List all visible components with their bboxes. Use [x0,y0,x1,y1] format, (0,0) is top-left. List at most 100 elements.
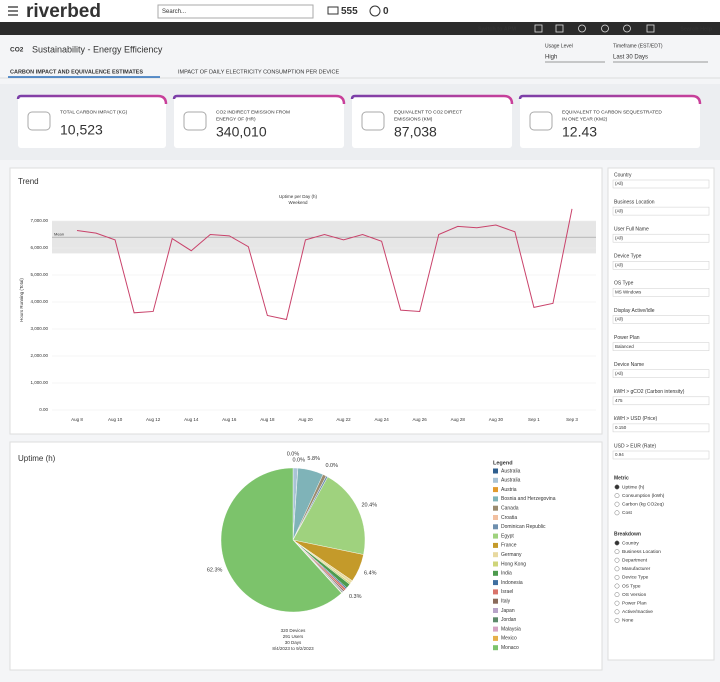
radio-label[interactable]: OS Version [622,592,647,598]
alert-count[interactable]: 555 [341,6,358,17]
radio-label[interactable]: Manufacturer [622,566,651,572]
filter-value[interactable]: MS Windows [615,290,642,295]
kpi-label: IN ONE YEAR (KM2) [562,116,608,122]
pie-slice [292,476,366,555]
radio[interactable] [614,501,620,507]
filter-label: Device Name [614,362,644,368]
radio[interactable] [614,609,620,615]
radio-label[interactable]: Carbon (kg CO2eq) [622,501,664,507]
filter-input[interactable] [612,342,710,351]
monitor-icon[interactable] [327,6,339,15]
legend-label: Italy [501,599,511,605]
data-label: 0.0% [325,463,338,469]
tab[interactable]: CARBON IMPACT AND EQUIVALENCE ESTIMATES [10,69,143,75]
radio-label[interactable]: Country [622,540,639,546]
x-tick-label: Aug 10 [108,417,123,422]
legend-swatch [493,524,498,530]
radio[interactable] [614,583,620,589]
radio-label[interactable]: Consumption (kWh) [622,493,665,499]
x-tick-label: Aug 12 [146,417,161,422]
kpi-value: 87,038 [394,124,437,140]
radio-label[interactable]: Business Location [622,549,661,555]
dropdown-value[interactable]: High [545,55,557,61]
filter-value[interactable]: (All) [615,235,623,240]
radio-label[interactable]: Active/Inactive [622,609,653,615]
filter-label: USD > EUR (Rate) [614,443,656,449]
filter-value[interactable]: (All) [615,208,623,213]
radio-label[interactable]: None [622,618,634,624]
search-help[interactable]: Search Help [680,26,712,32]
legend-label: Hong Kong [501,561,526,567]
radio[interactable] [614,600,620,606]
filter-value[interactable]: 0.150 [615,425,627,430]
radio[interactable] [614,540,620,546]
tab[interactable]: IMPACT OF DAILY ELECTRICITY CONSUMPTION … [178,69,339,75]
pie-note: 320 Devices [281,628,307,633]
menu-icon[interactable] [8,6,18,16]
legend-swatch [493,552,498,558]
legend-swatch [493,515,498,520]
kpi-card [18,96,166,148]
filter-value[interactable]: 475 [615,398,623,403]
x-tick-label: Aug 26 [413,417,428,422]
data-label: 62.3% [207,568,223,574]
radio-label[interactable]: Device Type [622,575,649,581]
kpi-value: 12.43 [562,124,597,140]
filter-input[interactable] [612,396,710,406]
radio[interactable] [614,566,620,572]
filter-input[interactable] [612,369,710,378]
radio[interactable] [614,592,620,598]
y-tick-label: 6,000.00 [30,245,48,250]
radio[interactable] [614,557,620,563]
annotation: Uptime per Day (h) [279,194,318,199]
filter-value[interactable]: Balanced [615,344,634,349]
legend-swatch [493,608,498,613]
filter-value[interactable]: (All) [615,317,623,322]
filter-value[interactable]: 0.94 [615,452,624,457]
kpi-icon [183,111,207,131]
filter-input[interactable] [612,233,710,243]
search-box[interactable] [157,4,314,19]
filter-input[interactable] [612,315,710,324]
legend-label: Austria [501,487,517,493]
filter-value[interactable]: (All) [615,262,623,267]
filter-input[interactable] [612,261,710,270]
radio[interactable] [614,484,620,490]
filter-input[interactable] [612,288,710,297]
x-tick-label: Aug 18 [260,417,275,422]
radio-label[interactable]: Department [622,557,648,563]
legend-label: Israel [501,589,513,595]
radio[interactable] [614,510,620,516]
radio[interactable] [614,574,620,580]
switch-apm[interactable]: Switch to APM [478,26,516,32]
data-label: 6.4% [364,570,377,576]
filter-label: Business Location [614,199,655,205]
kpi-card-accent [350,94,514,105]
radio-label[interactable]: OS Type [622,583,641,589]
filter-value[interactable]: (All) [615,181,623,186]
legend-swatch [493,645,498,651]
radio-label[interactable]: Uptime (h) [622,484,645,490]
legend-swatch [493,570,498,576]
filter-input[interactable] [612,423,710,433]
kpi-label: EQUIVALENT TO CARBON SEQUESTRATED [562,109,662,115]
filter-input[interactable] [612,450,710,460]
legend-label: Egypt [501,533,514,539]
radio-label[interactable]: Power Plan [622,600,647,606]
info-icon[interactable] [369,5,381,17]
x-tick-label: Aug 28 [451,417,466,422]
radio[interactable] [614,493,620,499]
radio[interactable] [614,617,620,623]
kpi-value: 10,523 [60,122,103,138]
toolbar-icons[interactable] [534,24,655,33]
legend-swatch [493,561,498,567]
filter-input[interactable] [612,179,710,189]
notification-count[interactable]: 0 [383,6,389,17]
trend-panel [9,167,603,435]
filter-input[interactable] [612,206,710,216]
radio[interactable] [614,549,620,555]
filter-value[interactable]: (All) [615,371,623,376]
radio-label[interactable]: Cost [622,510,633,516]
dropdown-value[interactable]: Last 30 Days [613,55,648,61]
